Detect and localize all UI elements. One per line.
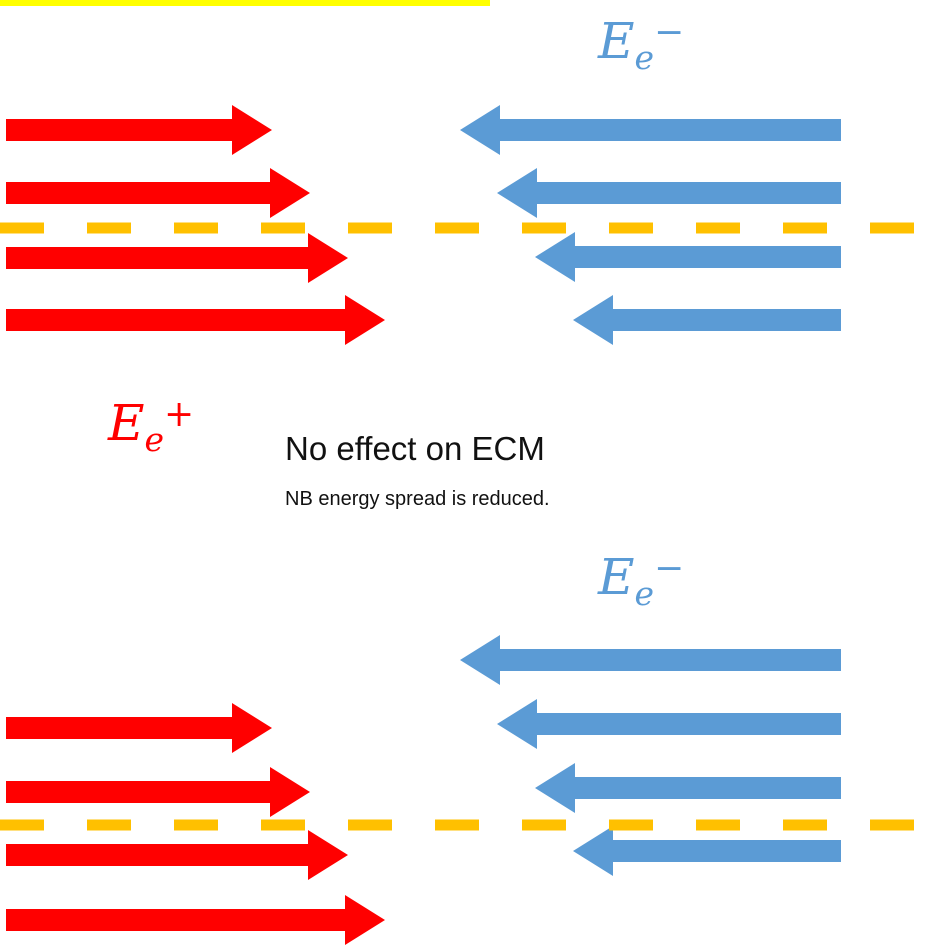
e-minus-base: E (598, 12, 635, 70)
red-right-arrow (6, 767, 310, 817)
red-right-arrow (6, 168, 310, 218)
e-plus-label: Ee+ (108, 397, 194, 456)
blue-left-arrow (573, 295, 841, 345)
blue-left-arrow (497, 699, 841, 749)
red-right-arrow (6, 295, 385, 345)
blue-left-arrow (460, 635, 841, 685)
e-minus-sup: − (654, 548, 685, 590)
red-right-arrow (6, 703, 272, 753)
e-minus-base: E (598, 548, 635, 606)
e-plus-sub: e (144, 419, 165, 459)
e-plus-base: E (108, 394, 145, 452)
e-minus-label-bottom: Ee− (598, 551, 684, 610)
blue-left-arrow (535, 763, 841, 813)
red-right-arrow (6, 233, 348, 283)
e-plus-sup: + (164, 394, 195, 436)
e-minus-label-top: Ee− (598, 15, 684, 74)
blue-left-arrow (460, 105, 841, 155)
caption-main: No effect on ECM (285, 430, 545, 467)
red-right-arrow (6, 830, 348, 880)
blue-left-arrow (497, 168, 841, 218)
red-right-arrow (6, 895, 385, 945)
blue-left-arrow (573, 826, 841, 876)
highlight-bar (0, 0, 490, 6)
e-minus-sup: − (654, 12, 685, 54)
e-minus-sub: e (634, 573, 655, 613)
caption-note: NB energy spread is reduced. (285, 488, 550, 510)
blue-left-arrow (535, 232, 841, 282)
red-right-arrow (6, 105, 272, 155)
e-minus-sub: e (634, 37, 655, 77)
